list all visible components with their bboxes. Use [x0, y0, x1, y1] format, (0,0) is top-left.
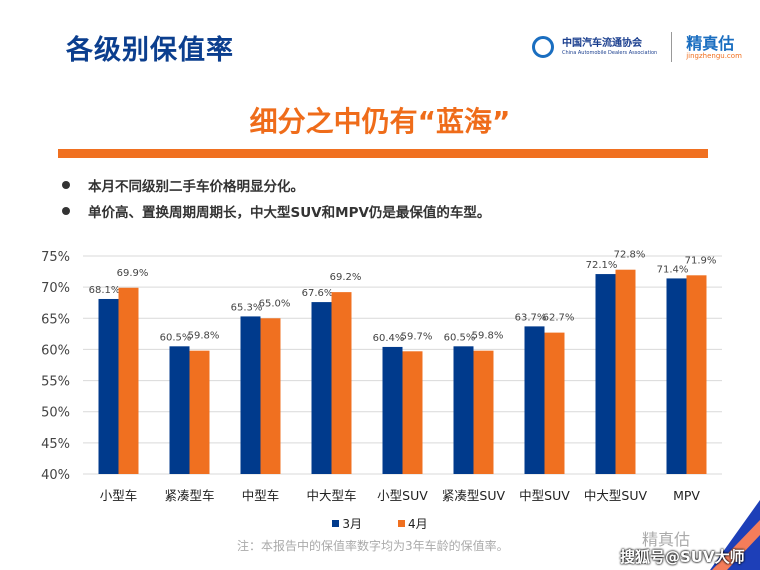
data-label: 60.5%: [444, 332, 476, 343]
jzg-url: jingzhengu.com: [686, 51, 742, 60]
y-tick-label: 40%: [41, 468, 70, 483]
data-label: 69.2%: [330, 272, 362, 283]
legend-label: 4月: [408, 517, 428, 531]
x-tick-label: MPV: [673, 488, 700, 503]
y-tick-label: 75%: [41, 250, 70, 265]
data-label: 59.7%: [401, 331, 433, 342]
y-tick-label: 60%: [41, 343, 70, 358]
bar-april: [544, 332, 565, 474]
y-tick-label: 70%: [41, 281, 70, 296]
y-tick-label: 45%: [41, 437, 70, 452]
legend-label: 3月: [342, 517, 362, 531]
bar-march: [382, 346, 403, 474]
bullet-item: 本月不同级别二手车价格明显分化。: [62, 172, 490, 198]
cada-name: 中国汽车流通协会: [562, 38, 642, 49]
x-tick-label: 紧凑型车: [164, 488, 214, 503]
bar-april: [615, 269, 636, 474]
bar-april: [260, 318, 281, 474]
bar-april: [118, 287, 139, 474]
bar-march: [666, 278, 687, 474]
x-tick-label: 中型SUV: [519, 488, 570, 503]
bullet-dot-icon: [62, 207, 70, 215]
data-label: 65.3%: [231, 302, 263, 313]
bar-march: [453, 346, 474, 474]
cada-logo-icon: [532, 36, 554, 58]
bar-april: [331, 292, 352, 474]
bullet-dot-icon: [62, 181, 70, 189]
bar-april: [686, 275, 707, 474]
data-label: 68.1%: [89, 285, 121, 296]
page-title: 各级别保值率: [66, 35, 234, 66]
data-label: 65.0%: [259, 298, 291, 309]
bar-april: [402, 351, 423, 474]
data-label: 62.7%: [543, 313, 575, 324]
data-label: 69.9%: [117, 268, 149, 279]
y-tick-label: 55%: [41, 375, 70, 390]
corner-decoration-br: [710, 500, 760, 570]
bar-march: [169, 346, 190, 474]
x-tick-label: 紧凑型SUV: [442, 488, 506, 503]
data-label: 71.9%: [685, 255, 717, 266]
legend-item-march: 3月: [332, 515, 362, 532]
divider: [58, 149, 708, 158]
data-label: 60.5%: [160, 332, 192, 343]
y-tick-label: 50%: [41, 406, 70, 421]
bullet-item: 单价高、置换周期周期长，中大型SUV和MPV仍是最保值的车型。: [62, 198, 490, 224]
source-tag: 搜狐号@SUV大师: [620, 548, 745, 566]
bar-march: [524, 326, 545, 474]
bullet-text: 单价高、置换周期周期长，中大型SUV和MPV仍是最保值的车型。: [88, 205, 491, 221]
bullet-list: 本月不同级别二手车价格明显分化。 单价高、置换周期周期长，中大型SUV和MPV仍…: [62, 172, 490, 224]
logo-divider: [671, 32, 673, 62]
jzg-name: 精真估: [686, 33, 735, 53]
x-tick-label: 小型车: [100, 488, 138, 503]
bar-march: [595, 274, 616, 474]
legend-swatch: [332, 520, 340, 527]
data-label: 60.4%: [373, 333, 405, 344]
x-tick-label: 中大型车: [306, 488, 356, 503]
data-label: 67.6%: [302, 288, 334, 299]
bar-march: [240, 316, 261, 474]
x-tick-label: 小型SUV: [377, 488, 428, 503]
logos: 中国汽车流通协会 China Automobile Dealers Associ…: [532, 32, 742, 62]
x-tick-label: 中大型SUV: [584, 488, 648, 503]
data-label: 71.4%: [657, 264, 689, 275]
legend: 3月 4月: [0, 515, 760, 532]
bar-april: [473, 350, 494, 474]
watermark: 精真估: [642, 530, 691, 549]
footnote: 注：本报告中的保值率数字均为3年车龄的保值率。: [237, 539, 509, 553]
cada-name-en: China Automobile Dealers Association: [562, 50, 658, 56]
data-label: 63.7%: [515, 312, 547, 323]
legend-item-april: 4月: [398, 515, 428, 532]
subtitle: 细分之中仍有“蓝海”: [249, 105, 511, 138]
data-label: 59.8%: [472, 331, 504, 342]
y-tick-label: 65%: [41, 312, 70, 327]
bar-march: [98, 298, 119, 474]
bullet-text: 本月不同级别二手车价格明显分化。: [88, 179, 304, 195]
x-tick-label: 中型车: [242, 488, 280, 503]
bar-april: [189, 350, 210, 474]
data-label: 72.8%: [614, 250, 646, 261]
data-label: 59.8%: [188, 331, 220, 342]
data-label: 72.1%: [586, 260, 618, 271]
legend-swatch: [398, 520, 405, 527]
bar-march: [311, 302, 332, 474]
